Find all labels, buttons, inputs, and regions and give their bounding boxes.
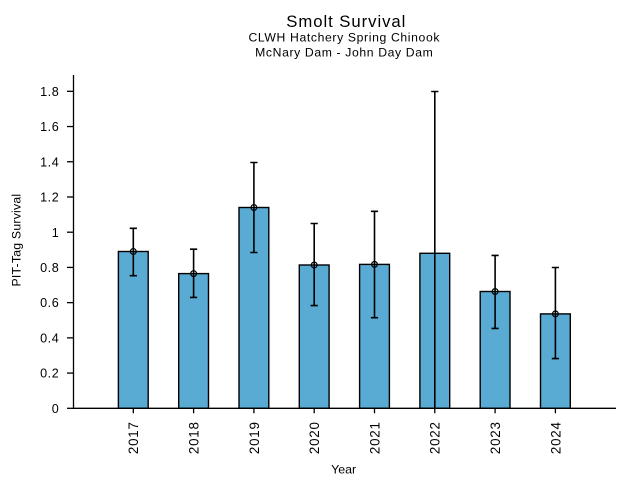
svg-text:0: 0 [52, 402, 60, 416]
svg-text:0.6: 0.6 [40, 296, 59, 310]
svg-text:2018: 2018 [186, 421, 201, 454]
svg-text:1.4: 1.4 [40, 155, 59, 169]
svg-text:1: 1 [52, 226, 60, 240]
svg-text:2017: 2017 [126, 421, 141, 454]
svg-text:PIT-Tag Survival: PIT-Tag Survival [9, 194, 23, 287]
svg-text:2019: 2019 [247, 421, 262, 454]
svg-text:2022: 2022 [428, 421, 443, 454]
svg-text:McNary Dam - John Day Dam: McNary Dam - John Day Dam [255, 45, 433, 59]
svg-text:0.2: 0.2 [40, 367, 59, 381]
svg-text:1.8: 1.8 [40, 85, 59, 99]
svg-text:1.2: 1.2 [40, 191, 59, 205]
svg-text:2020: 2020 [307, 421, 322, 454]
svg-text:1.6: 1.6 [40, 120, 59, 134]
svg-text:Year: Year [331, 463, 356, 477]
svg-text:CLWH Hatchery Spring Chinook: CLWH Hatchery Spring Chinook [248, 31, 440, 45]
svg-text:2021: 2021 [367, 421, 382, 454]
svg-text:0.8: 0.8 [40, 261, 59, 275]
svg-text:0.4: 0.4 [40, 331, 59, 345]
svg-text:Smolt Survival: Smolt Survival [286, 12, 406, 31]
svg-text:2023: 2023 [488, 421, 503, 454]
svg-text:2024: 2024 [548, 421, 563, 454]
